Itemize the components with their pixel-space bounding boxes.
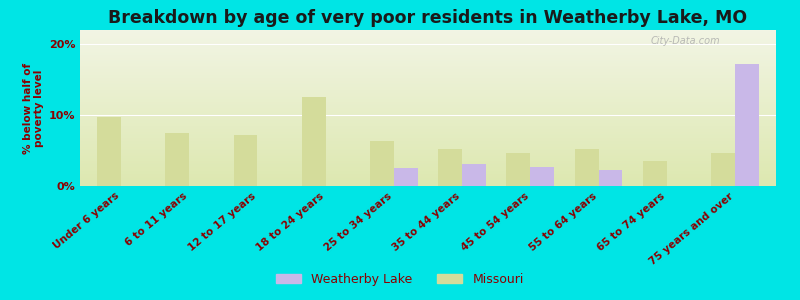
Bar	[643, 161, 667, 186]
Bar	[97, 117, 121, 186]
Bar	[438, 149, 462, 186]
Bar	[711, 153, 735, 186]
Legend: Weatherby Lake, Missouri: Weatherby Lake, Missouri	[271, 268, 529, 291]
Bar	[735, 64, 759, 186]
Bar	[462, 164, 486, 186]
Bar	[530, 167, 554, 186]
Bar	[506, 153, 530, 186]
Bar	[370, 141, 394, 186]
Bar	[598, 170, 622, 186]
Bar	[394, 168, 418, 186]
Y-axis label: % below half of
poverty level: % below half of poverty level	[23, 62, 45, 154]
Bar	[234, 135, 258, 186]
Bar	[166, 133, 189, 186]
Title: Breakdown by age of very poor residents in Weatherby Lake, MO: Breakdown by age of very poor residents …	[109, 9, 747, 27]
Bar	[574, 149, 598, 186]
Text: City-Data.com: City-Data.com	[650, 36, 720, 46]
Bar	[302, 98, 326, 186]
